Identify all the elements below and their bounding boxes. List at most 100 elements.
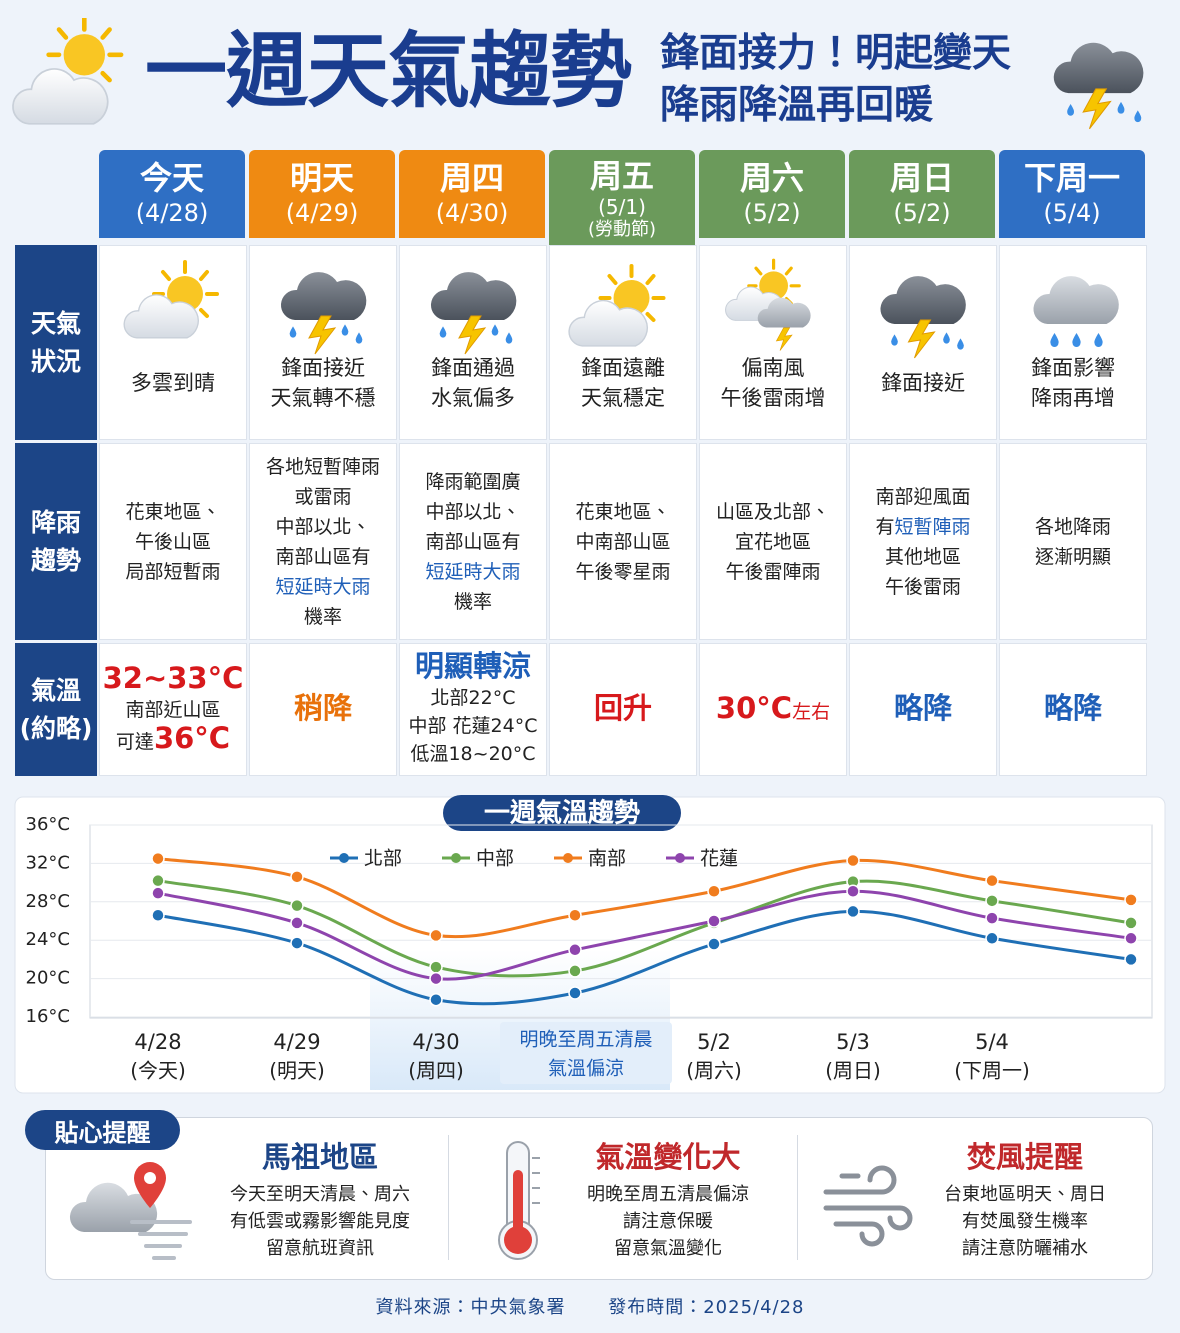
- subtitle: 鋒面接力！明起變天 降雨降溫再回暖: [660, 28, 1011, 132]
- text-line: 有焚風發生機率: [962, 1211, 1088, 1232]
- data-point: [151, 908, 165, 922]
- text-segment: 30°C: [715, 690, 793, 725]
- day-header: 下周一 (5/4): [999, 150, 1145, 238]
- subtitle-line: 降雨降溫再回暖: [660, 83, 934, 128]
- text-segment: 短延時大雨: [425, 560, 521, 583]
- table-cell: 明顯轉涼 北部22°C 中部 花蓮24°C 低溫18~20°C: [399, 643, 547, 776]
- text-segment: 36°C: [153, 720, 231, 755]
- day-date: (4/29): [285, 199, 359, 227]
- legend-dot: [339, 853, 349, 863]
- data-point: [151, 873, 165, 888]
- day-header: 周日 (5/2): [849, 150, 995, 238]
- day-date: (4/28): [135, 199, 209, 227]
- text-line: 請注意保暖: [623, 1211, 713, 1232]
- legend-label: 中部: [476, 848, 514, 870]
- table-cell: 略降: [999, 643, 1147, 776]
- text-line: 低溫18~20°C: [410, 742, 536, 765]
- data-point: [568, 964, 582, 978]
- fog-pin-icon: [69, 1162, 192, 1260]
- y-tick-label: 16°C: [26, 1006, 70, 1027]
- weather-text: 鋒面通過 水氣偏多: [431, 339, 515, 427]
- data-point: [429, 971, 443, 986]
- series-line: [157, 909, 1132, 1006]
- text-line: 花東地區、: [125, 500, 221, 523]
- text-line: 30°C左右: [715, 690, 831, 726]
- text-segment: 短延時大雨: [275, 575, 371, 598]
- day-header: 周四 (4/30): [399, 150, 545, 238]
- table-cell: 南部迎風面 有短暫陣雨 其他地區 午後雷雨: [849, 443, 997, 640]
- series-line: [157, 889, 1132, 981]
- subtitle-line: 鋒面接力！明起變天: [660, 31, 1012, 76]
- data-point: [1124, 952, 1138, 967]
- row-label: 降雨 趨勢: [15, 443, 97, 640]
- wind-icon: [823, 1165, 913, 1247]
- text-line: 明晚至周五清晨偏涼: [587, 1184, 749, 1205]
- x-tick-sublabel: (下周一): [954, 1059, 1030, 1083]
- text-segment: 略降: [893, 690, 952, 725]
- day-header: 今天 (4/28): [99, 150, 245, 238]
- text-line: 降雨再增: [1031, 386, 1115, 410]
- x-tick-sublabel: (周日): [825, 1059, 881, 1083]
- text-line: 請注意防曬補水: [962, 1238, 1088, 1259]
- data-point: [846, 853, 860, 868]
- x-tick-label: 4/28: [134, 1030, 181, 1054]
- text-segment: 回升: [593, 690, 652, 725]
- text-line: 宜花地區: [734, 530, 811, 553]
- text-line: 明顯轉涼: [415, 651, 531, 684]
- data-point: [1124, 893, 1138, 907]
- y-tick-label: 24°C: [26, 929, 70, 950]
- text-line: 略降: [1044, 693, 1102, 726]
- day-note: (勞動節): [587, 219, 657, 240]
- table-cell: 略降: [849, 643, 997, 776]
- main-title: 一週天氣趨勢: [145, 24, 632, 119]
- x-tick-sublabel: (今天): [130, 1059, 186, 1083]
- data-point: [985, 931, 999, 946]
- text-line: 南部近山區: [125, 698, 221, 721]
- text-line: 午後山區: [134, 530, 211, 553]
- tip: 氣溫變化大 明晚至周五清晨偏涼 請注意保暖 留意氣溫變化: [518, 1137, 818, 1262]
- text-line: 中部以北、: [275, 515, 371, 538]
- x-tick-label: 5/2: [697, 1030, 731, 1054]
- weather-text: 多雲到晴: [131, 339, 215, 427]
- data-point: [429, 928, 443, 943]
- legend-label: 南部: [588, 848, 626, 870]
- text-line: 降雨: [30, 507, 81, 537]
- day-header: 周六 (5/2): [699, 150, 845, 238]
- text-line: (約略): [19, 713, 93, 743]
- text-line: 偏南風: [741, 356, 805, 380]
- divider: [797, 1135, 798, 1260]
- data-point: [985, 894, 999, 908]
- header-sun-cloud-icon: [12, 18, 133, 125]
- series-line: [157, 879, 1132, 978]
- data-point: [1124, 931, 1138, 946]
- chart-title-pill: [443, 795, 681, 831]
- thermometer-icon: [498, 1141, 540, 1260]
- weather-text: 鋒面遠離 天氣穩定: [581, 339, 665, 427]
- day-header: 明天 (4/29): [249, 150, 395, 238]
- weather-icon: [880, 276, 966, 359]
- text-line: 32~33°C: [103, 663, 244, 696]
- text-line: 鋒面接近: [281, 356, 365, 380]
- day-name: 下周一: [1023, 159, 1120, 197]
- chart-title: 一週氣溫趨勢: [484, 798, 640, 829]
- text-line: 略降: [893, 690, 952, 726]
- weather-icon: [725, 258, 811, 351]
- table-cell: 多雲到晴: [99, 245, 247, 440]
- data-point: [846, 884, 860, 898]
- table-cell: 稍降: [249, 643, 397, 776]
- legend-label: 北部: [364, 848, 402, 870]
- annotation: 氣溫偏涼: [548, 1058, 624, 1080]
- day-name: 周六: [739, 159, 804, 197]
- text-line: 水氣偏多: [431, 386, 515, 410]
- text-line: 午後雷陣雨: [725, 560, 821, 583]
- text-line: 或雷雨: [294, 485, 352, 508]
- text-line: 鋒面影響: [1031, 356, 1115, 380]
- text-line: 氣溫: [30, 675, 81, 705]
- data-point: [568, 986, 582, 1000]
- data-point: [290, 870, 304, 884]
- text-segment: 左右: [792, 700, 831, 723]
- text-line: 中部 花蓮24°C: [408, 714, 538, 737]
- data-point: [846, 904, 860, 919]
- text-line: 鋒面接近: [881, 371, 965, 395]
